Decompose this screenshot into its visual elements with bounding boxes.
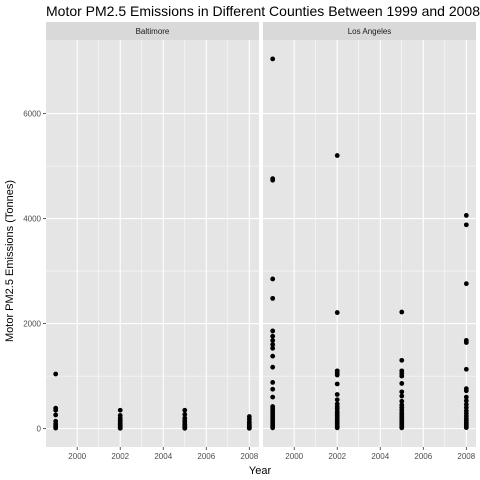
data-point <box>270 425 276 431</box>
data-point <box>463 425 469 430</box>
x-tick-label: 2004 <box>371 452 389 461</box>
data-point <box>334 392 340 397</box>
x-tick-label: 2000 <box>68 452 86 461</box>
facet-strip-label: Los Angeles <box>348 27 392 36</box>
x-tick-label: 2008 <box>240 452 258 461</box>
data-point <box>399 398 405 404</box>
data-point <box>270 364 276 370</box>
data-point <box>270 333 276 339</box>
data-point <box>53 425 59 431</box>
data-point <box>270 345 276 351</box>
x-tick-label: 2002 <box>328 452 346 461</box>
data-point <box>334 381 340 387</box>
data-point <box>53 371 59 377</box>
facet-strip-label: Baltimore <box>136 27 170 36</box>
x-tick-label: 2008 <box>457 452 475 461</box>
data-point <box>463 222 469 228</box>
data-point <box>463 213 469 218</box>
data-point <box>399 393 405 399</box>
data-point <box>334 425 340 431</box>
data-point <box>399 357 405 363</box>
data-point <box>270 337 276 343</box>
x-tick-label: 2002 <box>111 452 129 461</box>
data-point <box>270 295 276 301</box>
x-tick-label: 2004 <box>154 452 172 461</box>
data-point <box>463 366 469 372</box>
data-point <box>334 153 340 158</box>
data-point <box>270 394 276 400</box>
data-point <box>270 380 276 385</box>
facet-panel: Los Angeles 2000 2002 2004 2006 2008 <box>263 22 476 461</box>
data-point <box>270 56 276 62</box>
data-point <box>463 281 469 287</box>
data-point <box>270 342 276 347</box>
data-point <box>117 425 123 431</box>
data-point <box>53 412 59 418</box>
data-point <box>463 394 469 400</box>
y-tick-label: 4000 <box>23 215 41 224</box>
panel-background <box>46 40 259 447</box>
data-point <box>463 340 469 345</box>
data-point <box>270 353 276 359</box>
data-point <box>399 425 405 431</box>
x-tick-label: 2006 <box>197 452 215 461</box>
data-point <box>399 381 405 386</box>
data-point <box>182 412 188 417</box>
x-tick-label: 2000 <box>285 452 303 461</box>
facet-panels: 0 2000 4000 6000 Baltimore 2000 2002 2004 2006 20… <box>23 22 476 461</box>
data-point <box>53 407 59 413</box>
data-point <box>182 425 188 431</box>
data-point <box>246 425 252 431</box>
x-axis-title: Year <box>249 465 272 477</box>
data-point <box>334 372 340 378</box>
y-tick-label: 6000 <box>23 110 41 119</box>
data-point <box>270 328 276 334</box>
data-point <box>399 389 405 395</box>
facet-strip <box>263 22 476 40</box>
data-point <box>463 388 469 394</box>
data-point <box>463 398 469 404</box>
data-point <box>270 386 276 392</box>
facet-panel: Baltimore 2000 2002 2004 2006 2008 <box>46 22 259 461</box>
data-point <box>270 177 276 183</box>
x-tick-label: 2006 <box>414 452 432 461</box>
data-point <box>117 407 123 413</box>
y-tick-label: 2000 <box>23 320 41 329</box>
data-point <box>182 407 188 413</box>
data-point <box>399 373 405 379</box>
data-point <box>270 276 276 282</box>
data-point <box>399 309 405 315</box>
data-point <box>334 397 340 403</box>
facet-strip <box>46 22 259 40</box>
y-axis-title: Motor PM2.5 Emissions (Tonnes) <box>4 180 16 342</box>
chart-title: Motor PM2.5 Emissions in Different Count… <box>46 3 480 19</box>
data-point <box>334 310 340 315</box>
panel-background <box>263 40 476 447</box>
y-tick-label: 0 <box>37 425 42 434</box>
